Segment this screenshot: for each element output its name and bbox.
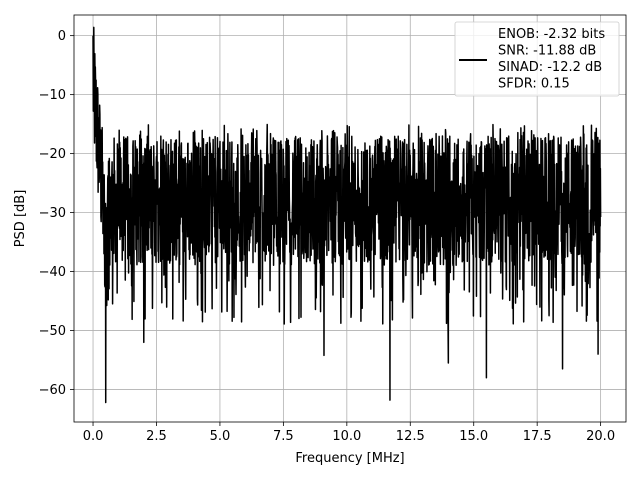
psd-series-line [92,26,602,404]
x-tick-label: 7.5 [273,429,294,444]
y-tick-label: 0 [58,29,66,44]
x-axis-label: Frequency [MHz] [295,451,404,466]
x-tick-label: 15.0 [459,429,488,444]
legend-entry-sfdr: SFDR: 0.15 [498,77,570,92]
x-tick-label: 0.0 [83,429,104,444]
legend-entry-snr: SNR: -11.88 dB [498,44,596,59]
y-tick-label: −60 [39,383,66,398]
legend: ENOB: -2.32 bits SNR: -11.88 dB SINAD: -… [454,21,620,97]
plot-area [92,26,602,404]
axes-frame [73,14,627,423]
y-axis-label: PSD [dB] [13,190,28,248]
x-tick-label: 12.5 [396,429,425,444]
x-tick-label: 2.5 [146,429,167,444]
legend-entry-enob: ENOB: -2.32 bits [498,27,605,42]
y-tick-label: −40 [39,265,66,280]
y-tick-label: −30 [39,206,66,221]
x-tick-label: 5.0 [210,429,231,444]
x-axis-ticks: 0.0 2.5 5.0 7.5 10.0 12.5 15.0 17.5 20.0 [83,422,615,444]
x-tick-label: 17.5 [523,429,552,444]
x-tick-label: 10.0 [332,429,361,444]
y-tick-label: −10 [39,88,66,103]
legend-entry-sinad: SINAD: -12.2 dB [498,60,602,75]
legend-box [454,21,620,97]
x-tick-label: 20.0 [586,429,615,444]
y-axis-ticks: 0 −10 −20 −30 −40 −50 −60 [39,29,74,398]
y-tick-label: −20 [39,147,66,162]
y-tick-label: −50 [39,324,66,339]
